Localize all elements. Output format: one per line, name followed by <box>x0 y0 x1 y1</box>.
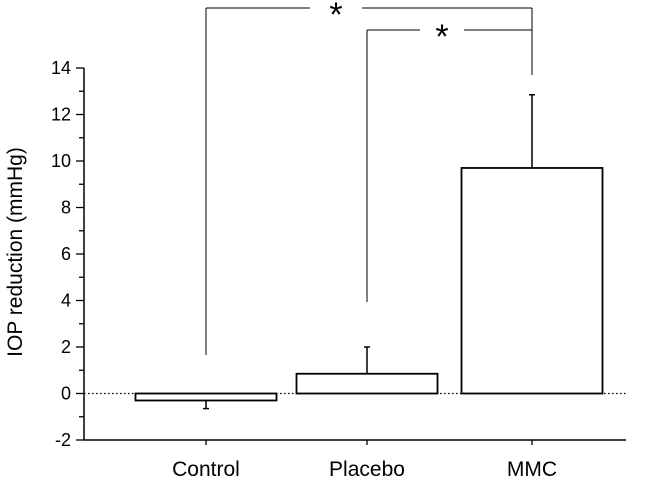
y-tick-label: 4 <box>61 291 71 311</box>
y-tick-label: 14 <box>51 58 71 78</box>
y-axis-title: IOP reduction (mmHg) <box>4 147 27 357</box>
y-tick-label: 8 <box>61 198 71 218</box>
y-tick-label: 6 <box>61 244 71 264</box>
x-category-label: MMC <box>507 458 557 481</box>
y-tick-label: 12 <box>51 105 71 125</box>
bar-mmc <box>460 167 604 395</box>
x-category-label: Placebo <box>329 458 405 481</box>
significance-star: * <box>329 0 342 34</box>
bar-placebo <box>295 372 439 395</box>
y-tick-label: 2 <box>61 337 71 357</box>
x-category-label: Control <box>172 458 240 481</box>
significance-star: * <box>435 18 448 56</box>
y-tick-label: -2 <box>55 430 71 450</box>
bar-control <box>134 392 278 402</box>
y-tick-label: 10 <box>51 151 71 171</box>
y-tick-label: 0 <box>61 384 71 404</box>
